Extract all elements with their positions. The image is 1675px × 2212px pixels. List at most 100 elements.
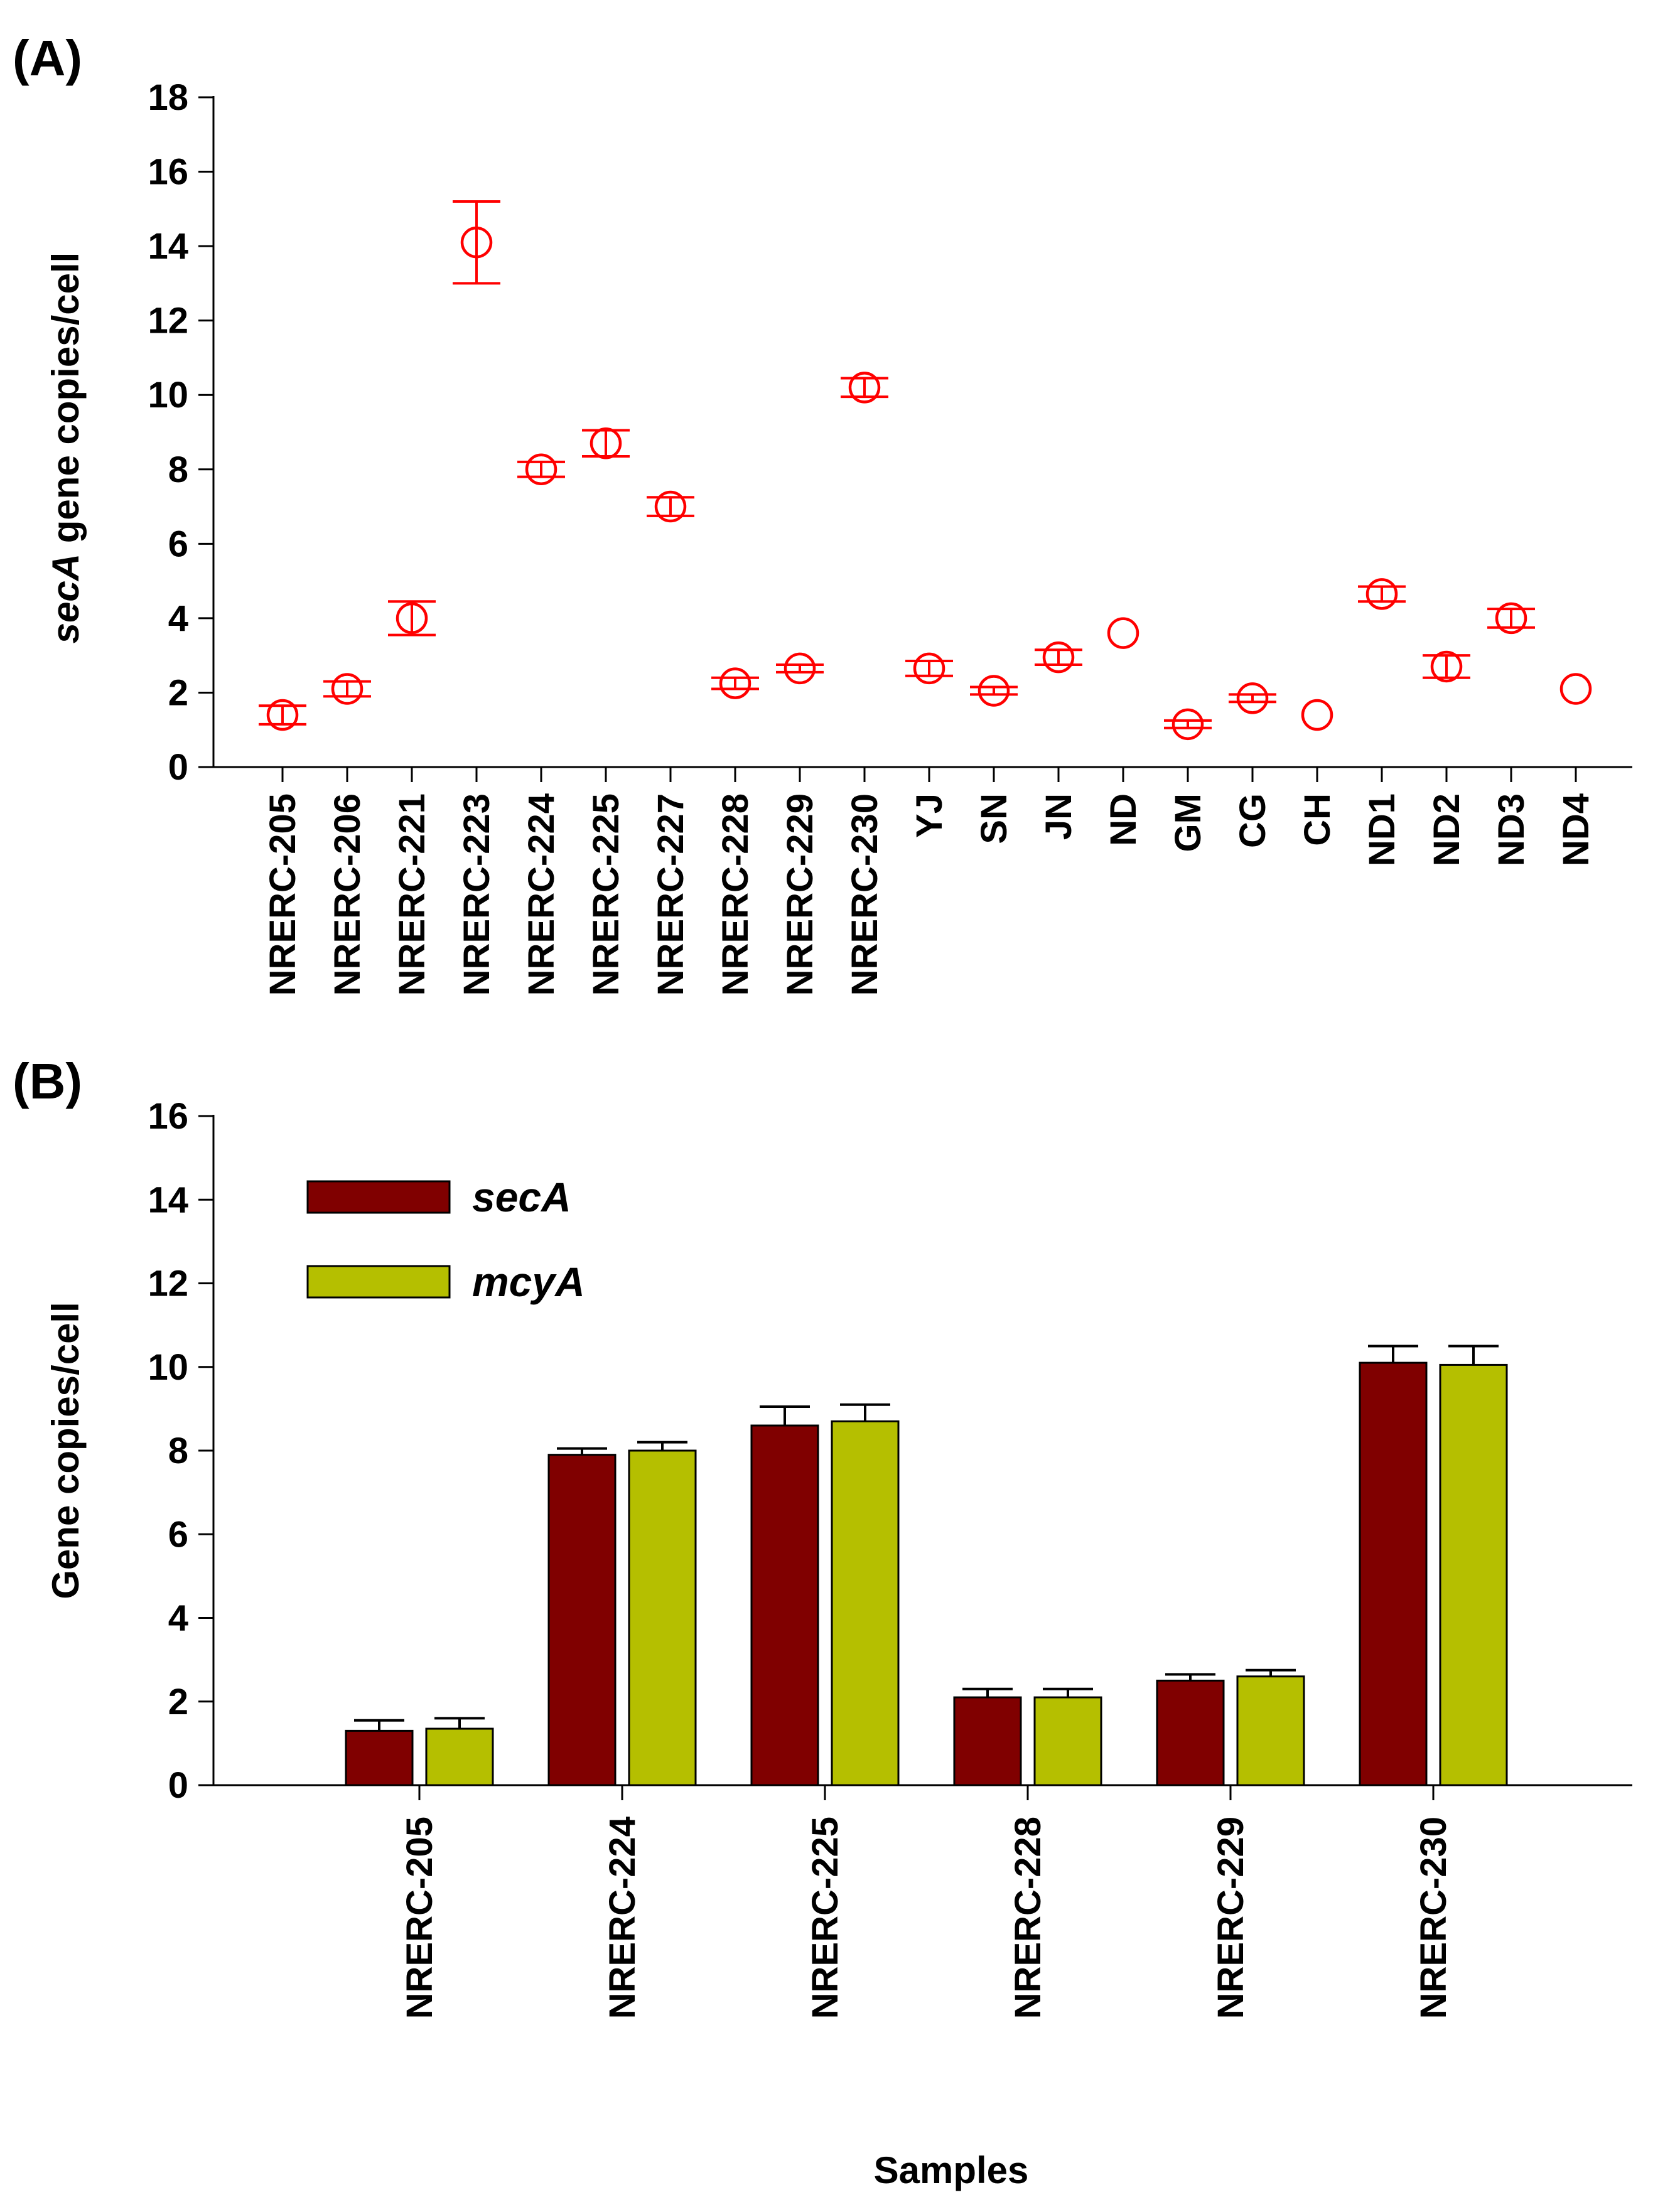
panel-a-marker (396, 602, 428, 635)
panel-a-x-tick-label: ND1 (1362, 793, 1403, 866)
panel-b-bar-group (1236, 1668, 1305, 1786)
panel-a: (A) 0 2 4 6 8 10 12 14 16 18 secA gene copies/cell N… (13, 30, 1632, 996)
panel-a-marker (525, 453, 557, 486)
panel-b-x-axis-title: Samples (874, 2149, 1029, 2191)
panel-a-point (259, 699, 306, 731)
panel-a-y-tick-label: 0 (168, 747, 188, 788)
panel-b-y-tick-label: 14 (148, 1179, 188, 1220)
panel-a-x-tick-label: ND (1103, 793, 1144, 846)
panel-a-x-tick-label: NRERC-225 (586, 793, 627, 996)
panel-a-marker (1365, 578, 1398, 610)
panel-a-y-tick-label: 8 (168, 449, 188, 490)
panel-a-x-tick-label: NRERC-205 (262, 793, 303, 996)
panel-a-point (1358, 578, 1406, 610)
panel-a-y-axis-title: secA gene copies/cell (45, 252, 87, 644)
panel-b-bar-group (831, 1403, 900, 1786)
panel-b-bar-group (345, 1719, 414, 1786)
panel-a-point (1559, 673, 1592, 705)
panel-a-marker (1171, 708, 1204, 741)
panel-b-y-tick-label: 16 (148, 1096, 188, 1137)
panel-b-bar-mcyA (1236, 1675, 1305, 1786)
panel-b-bar-group (750, 1405, 819, 1786)
panel-a-y-tick-label: 10 (148, 375, 188, 416)
panel-b-x-tick-label: NRERC-228 (1008, 1817, 1048, 2019)
panel-a-x-tick-label: GM (1168, 793, 1209, 852)
panel-a-x-tick-label: ND4 (1556, 793, 1597, 866)
panel-a-point (323, 673, 371, 705)
panel-b-bar-group (1439, 1345, 1508, 1786)
panel-a-point (1229, 682, 1276, 714)
panel-a-marker (654, 490, 687, 523)
panel-a-marker (848, 372, 881, 404)
panel-a-marker (1042, 641, 1075, 674)
panel-b-bar-mcyA (831, 1420, 900, 1786)
panel-a-marker (913, 652, 945, 685)
panel-b-bar-mcyA (1439, 1363, 1508, 1786)
panel-a-marker (460, 226, 493, 259)
panel-a-x-tick-label: ND3 (1491, 793, 1532, 866)
panel-a-point (841, 372, 888, 404)
panel-b: (B) 0 2 4 6 8 10 12 14 16 Gene copies/cell Samples N… (13, 1053, 1632, 2191)
panel-a-y-tick-label: 2 (168, 672, 188, 713)
panel-a-marker (1430, 650, 1463, 683)
legend-label-secA: secA (472, 1174, 571, 1220)
panel-a-x-tick-label: CG (1232, 793, 1273, 848)
panel-b-x-tick-label: NRERC-205 (399, 1817, 440, 2019)
panel-a-point (1423, 650, 1470, 683)
panel-b-y-tick-label: 0 (168, 1765, 188, 1806)
panel-a-x-tick-label: CH (1297, 793, 1338, 846)
panel-b-bar-secA (345, 1729, 414, 1786)
panel-a-point (1035, 641, 1082, 674)
panel-a-point (517, 453, 565, 486)
panel-b-bar-group (1359, 1345, 1428, 1786)
panel-a-y-axis-title-gene: secA (45, 554, 87, 643)
panel-b-bar-mcyA (628, 1449, 697, 1786)
panel-a-y-tick-label: 4 (168, 598, 188, 639)
panel-b-y-tick-label: 4 (168, 1598, 188, 1639)
legend-swatch-mcyA (306, 1265, 451, 1299)
panel-a-x-tick-label: NRERC-230 (844, 793, 885, 996)
panel-b-y-axis-title: Gene copies/cell (45, 1302, 87, 1599)
panel-a-x-tick-label: ND2 (1426, 793, 1467, 866)
panel-a-marker (784, 652, 816, 685)
panel-b-x-tick-label: NRERC-225 (805, 1817, 846, 2019)
panel-a-point (970, 675, 1018, 707)
panel-b-legend: secA mcyA (306, 1174, 585, 1305)
panel-b-bar-group (425, 1717, 494, 1786)
panel-b-x-tick-label: NRERC-224 (602, 1817, 643, 2019)
panel-a-y-tick-label: 6 (168, 523, 188, 564)
panel-b-bar-secA (1359, 1361, 1428, 1786)
panel-b-bar-group (1156, 1673, 1225, 1786)
panel-a-x-tick-label: NRERC-223 (456, 793, 497, 996)
panel-b-bar-group (628, 1441, 697, 1786)
panel-a-y-tick-label: 12 (148, 301, 188, 341)
panel-b-y-tick-label: 10 (148, 1347, 188, 1388)
panel-a-marker (331, 673, 364, 705)
panel-a-marker (1495, 602, 1527, 635)
panel-a-marker (1559, 673, 1592, 705)
panel-a-y-tick-label: 14 (148, 226, 188, 267)
panel-b-y-tick-label: 2 (168, 1682, 188, 1722)
panel-b-bar-secA (547, 1454, 617, 1786)
panel-a-x-tick-label: JN (1038, 793, 1079, 840)
panel-a-marker (978, 675, 1010, 707)
panel-a-marker (266, 699, 299, 731)
panel-a-point (1107, 617, 1139, 649)
panel-a-y-tick-label: 18 (148, 77, 188, 118)
panel-a-x-tick-label: NRERC-206 (327, 793, 368, 996)
panel-a-x-tick-label: NRERC-228 (715, 793, 756, 996)
panel-a-point (582, 427, 630, 459)
panel-a-y-axis-title-rest: gene copies/cell (45, 252, 87, 554)
panel-a-y-tick-label: 16 (148, 152, 188, 193)
panel-a-marker (590, 427, 622, 459)
panel-a-point (1301, 699, 1333, 731)
panel-b-bar-group (953, 1687, 1022, 1786)
panel-a-point (1164, 708, 1212, 741)
panel-a-x-tick-label: NRERC-224 (521, 793, 562, 996)
panel-b-bar-mcyA (1033, 1696, 1102, 1786)
legend-swatch-secA (306, 1180, 451, 1214)
panel-a-marker (719, 667, 751, 699)
legend-label-mcyA: mcyA (472, 1259, 585, 1305)
panel-a-point (647, 490, 694, 523)
